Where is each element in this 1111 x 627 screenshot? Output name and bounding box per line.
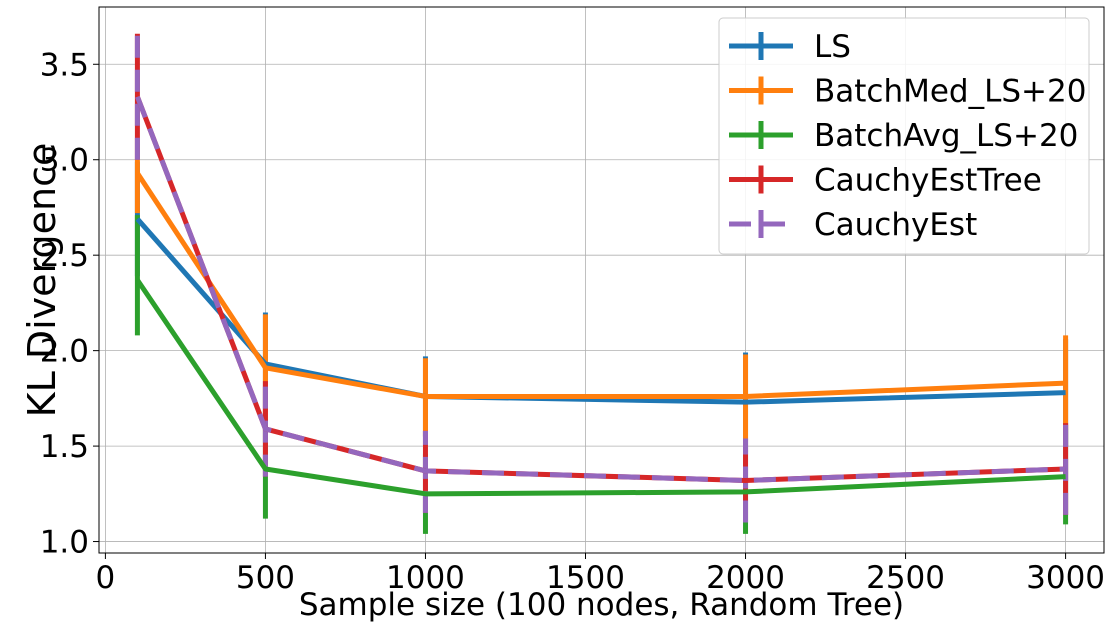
series-line-batchmed-ls-20: [135, 171, 1066, 399]
x-tick-label: 1000: [386, 560, 465, 596]
x-tick-label: 2500: [866, 560, 945, 596]
y-tick-label: 1.0: [40, 525, 89, 561]
legend-item: CauchyEst: [729, 207, 977, 243]
y-tick-labels: 1.0 1.5 2.0 2.5 3.0 3.5: [40, 47, 89, 560]
x-tick-label: 3000: [1026, 560, 1105, 596]
x-axis-title: Sample size (100 nodes, Random Tree): [299, 587, 904, 623]
x-tick-label: 500: [236, 560, 295, 596]
series-line-cauchyest: [135, 95, 1066, 483]
series-layer: [135, 95, 1066, 497]
legend-item: CauchyEstTree: [729, 163, 1042, 199]
y-axis-title: KL Divergence: [20, 143, 64, 418]
x-tick-label: 0: [96, 560, 116, 596]
y-tick-label: 3.0: [40, 143, 89, 179]
y-tick-label: 3.5: [40, 47, 89, 83]
plot-frame: [98, 6, 1105, 554]
x-tick-label: 1500: [546, 560, 625, 596]
y-tick-label: 2.5: [40, 238, 89, 274]
y-tick-label: 1.5: [40, 429, 89, 465]
y-tick-label: 2.0: [40, 334, 89, 370]
legend-label: BatchAvg_LS+20: [814, 118, 1078, 154]
legend-label: CauchyEstTree: [814, 163, 1042, 199]
legend-box: [718, 17, 1090, 255]
legend: LS BatchMed_LS+20 BatchAvg_LS+20 CauchyEstT…: [718, 17, 1090, 255]
series-line-batchavg-ls-20: [135, 278, 1066, 497]
legend-label: LS: [814, 29, 851, 65]
ticks-layer: [93, 63, 1067, 559]
legend-item: BatchMed_LS+20: [729, 74, 1086, 110]
legend-label: CauchyEst: [814, 207, 977, 243]
legend-item: BatchAvg_LS+20: [729, 118, 1078, 154]
x-tick-labels: 0 500 1000 1500 2000 2500 3000: [96, 560, 1106, 596]
legend-item: LS: [729, 29, 851, 65]
x-tick-label: 2000: [706, 560, 785, 596]
legend-label: BatchMed_LS+20: [814, 74, 1086, 110]
